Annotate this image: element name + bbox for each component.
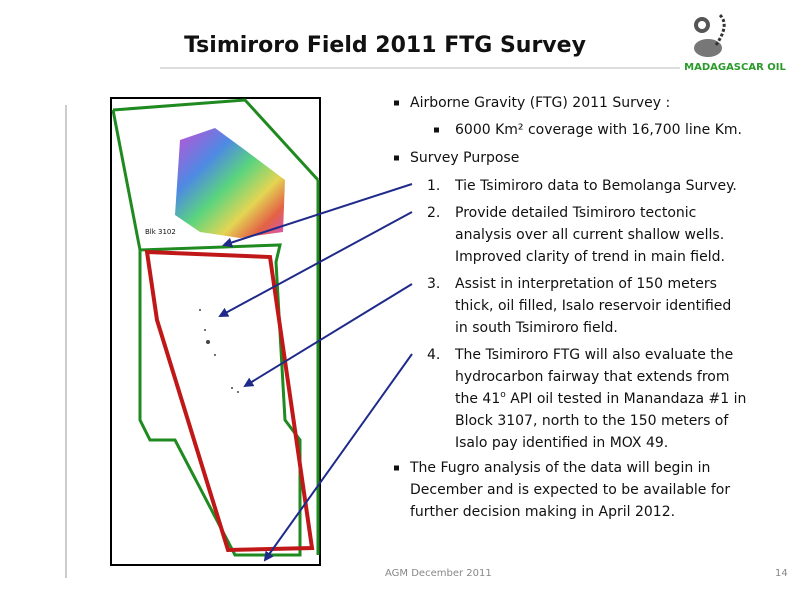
- superscript: o: [500, 390, 506, 400]
- item-number: 3.: [427, 276, 440, 292]
- line-part: API oil tested in Manandaza #1 in: [506, 391, 747, 407]
- item-line: Improved clarity of trend in main field.: [455, 249, 725, 265]
- bullet-text: December and is expected to be available…: [410, 482, 730, 498]
- bullet-text: Airborne Gravity (FTG) 2011 Survey :: [410, 95, 670, 111]
- item-line: Block 3107, north to the 150 meters of: [455, 413, 729, 429]
- wells: [199, 309, 239, 393]
- item-line: The Tsimiroro FTG will also evaluate the: [454, 347, 733, 363]
- item-line: Provide detailed Tsimiroro tectonic: [455, 205, 696, 221]
- gravity-patch: [175, 128, 285, 238]
- footer-text: AGM December 2011: [385, 568, 492, 579]
- item-line: thick, oil filled, Isalo reservoir ident…: [455, 298, 731, 314]
- bullet-marker: [394, 465, 399, 471]
- bullet-marker: [434, 127, 439, 133]
- bullet-marker: [394, 155, 399, 161]
- block-outline: [111, 109, 302, 557]
- item-line: the 41o API oil tested in Manandaza #1 i…: [455, 390, 746, 408]
- arrows: [218, 183, 413, 562]
- logo-text: MADAGASCAR OIL: [684, 62, 786, 73]
- bullet-text: Survey Purpose: [410, 150, 519, 166]
- item-line: in south Tsimiroro field.: [455, 320, 618, 336]
- bullet-marker: [394, 100, 399, 106]
- bullet-text: further decision making in April 2012.: [410, 504, 675, 520]
- item-line: analysis over all current shallow wells.: [455, 227, 724, 243]
- block-outline: [112, 98, 320, 182]
- item-line: Tie Tsimiroro data to Bemolanga Survey.: [454, 178, 737, 194]
- survey-outline: [144, 249, 315, 553]
- item-line: hydrocarbon fairway that extends from: [455, 369, 730, 385]
- sub-bullet-text: 6000 Km² coverage with 16,700 line Km.: [455, 122, 742, 138]
- bullet-text: The Fugro analysis of the data will begi…: [409, 460, 710, 476]
- item-line: Assist in interpretation of 150 meters: [455, 276, 717, 292]
- block-label: Blk 3102: [145, 228, 176, 236]
- page-number: 14: [775, 568, 788, 579]
- line-part: the 41: [455, 391, 500, 407]
- map: Blk 3102: [110, 97, 321, 566]
- item-line: Isalo pay identified in MOX 49.: [455, 435, 668, 451]
- title: Tsimiroro Field 2011 FTG Survey: [184, 33, 586, 58]
- item-number: 4.: [427, 347, 440, 363]
- item-number: 1.: [427, 178, 440, 194]
- logo: MADAGASCAR OIL: [684, 13, 786, 73]
- item-number: 2.: [427, 205, 440, 221]
